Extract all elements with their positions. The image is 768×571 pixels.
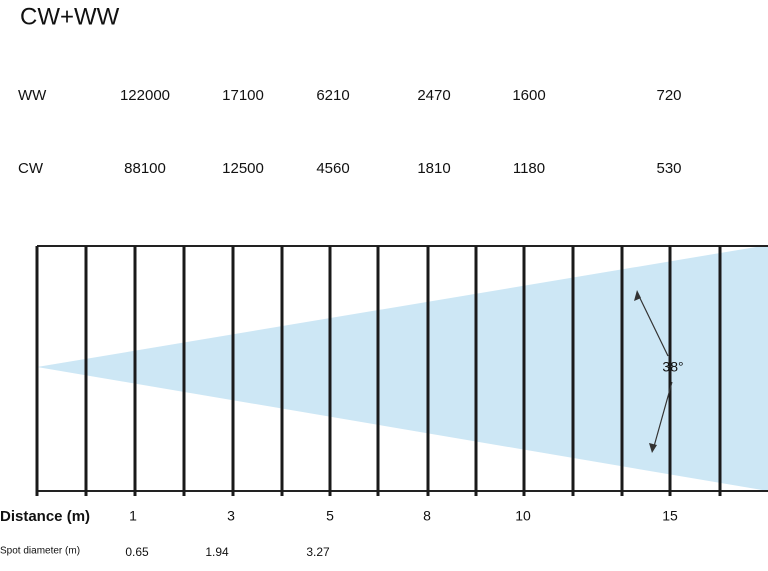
- spot-value: 0.65: [125, 545, 149, 559]
- cell-value: 88100: [124, 160, 166, 177]
- spot-label: Spot diameter (m): [0, 546, 80, 557]
- distance-lines: [35, 246, 722, 496]
- distance-value: 8: [423, 508, 431, 524]
- cell-value: 1600: [512, 87, 545, 104]
- distance-label: Distance (m): [0, 508, 90, 525]
- cell-value: 6210: [316, 87, 349, 104]
- cell-value: 122000: [120, 87, 170, 104]
- angle-arrow: [636, 291, 669, 357]
- cell-value: 12500: [222, 160, 264, 177]
- cell-value: 17100: [222, 87, 264, 104]
- beam-diagram: 38°: [35, 245, 768, 496]
- beam: [37, 245, 768, 491]
- distance-value: 1: [129, 508, 137, 524]
- spot-value: 3.27: [306, 545, 330, 559]
- distance-value: 5: [326, 508, 334, 524]
- cell-value: 720: [656, 87, 681, 104]
- row-label: WW: [18, 87, 47, 104]
- cell-value: 2470: [417, 87, 450, 104]
- row-label: CW: [18, 160, 44, 177]
- bottom-values: 1 3 5 8 10 15 0.65 1.94 3.27: [125, 508, 678, 559]
- distance-value: 10: [515, 508, 531, 524]
- cell-value: 1810: [417, 160, 450, 177]
- title: CW+WW: [20, 3, 120, 30]
- cell-value: 530: [656, 160, 681, 177]
- distance-value: 15: [662, 508, 678, 524]
- angle-label: 38°: [662, 359, 683, 375]
- cell-value: 1180: [513, 160, 545, 177]
- intensity-table: WW 122000 17100 6210 2470 1600 720 CW 88100 12500…: [18, 87, 682, 177]
- arrowhead: [649, 443, 657, 453]
- cell-value: 4560: [316, 160, 349, 177]
- arrowhead: [634, 290, 641, 301]
- spot-value: 1.94: [205, 545, 229, 559]
- distance-value: 3: [227, 508, 235, 524]
- angle-arrow: [652, 381, 673, 451]
